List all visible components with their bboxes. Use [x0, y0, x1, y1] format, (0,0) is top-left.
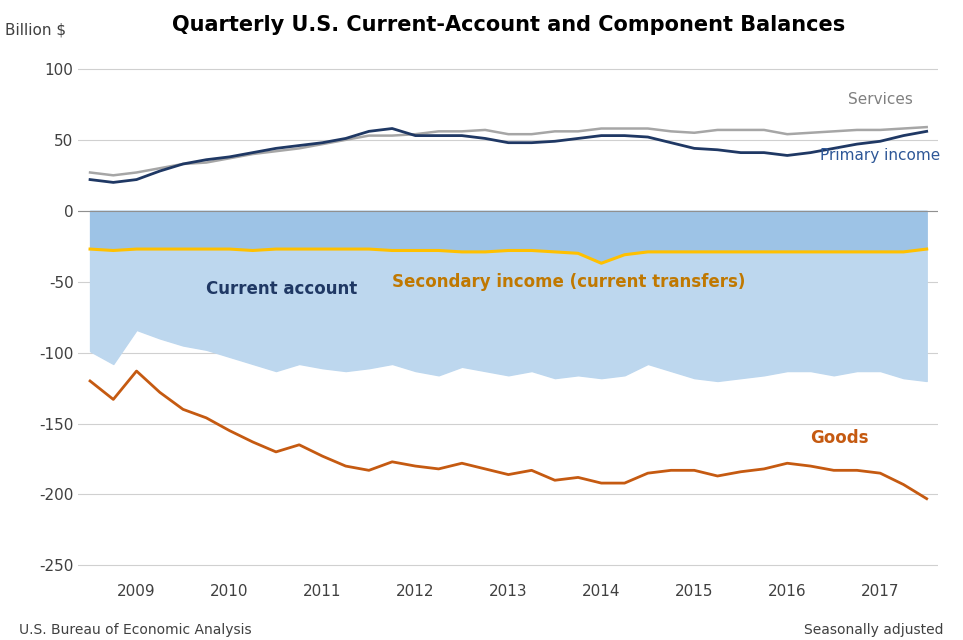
Text: Goods: Goods — [811, 429, 869, 447]
Text: U.S. Bureau of Economic Analysis: U.S. Bureau of Economic Analysis — [19, 623, 252, 637]
Text: Billion $: Billion $ — [6, 22, 66, 37]
Text: Primary income: Primary income — [820, 148, 940, 163]
Text: Current account: Current account — [206, 280, 357, 298]
Text: Secondary income (current transfers): Secondary income (current transfers) — [392, 273, 745, 291]
Title: Quarterly U.S. Current-Account and Component Balances: Quarterly U.S. Current-Account and Compo… — [171, 15, 845, 35]
Text: Seasonally adjusted: Seasonally adjusted — [804, 623, 944, 637]
Text: Services: Services — [847, 92, 913, 108]
